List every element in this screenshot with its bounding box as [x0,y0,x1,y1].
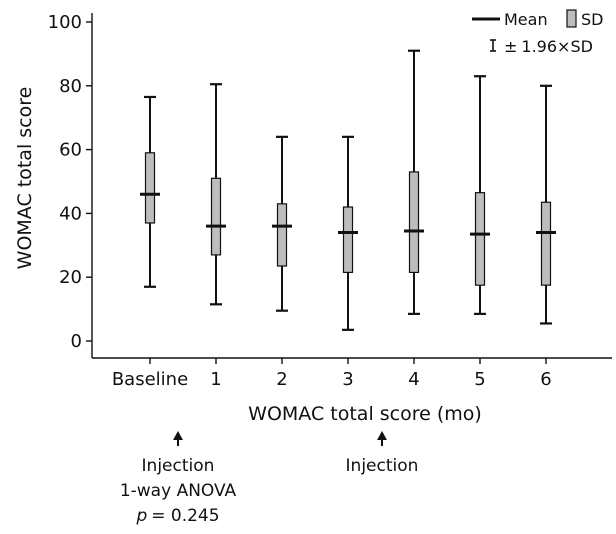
legend-mean-label: Mean [504,10,548,29]
y-axis-title: WOMAC total score [14,87,36,270]
x-tick-label: 5 [474,369,485,390]
injection-annotation: Injection 1-way ANOVA p = 0.245 [120,431,237,526]
x-tick-label: 6 [540,369,551,390]
arrow-head-icon [173,431,183,440]
box-group [470,75,490,315]
legend: Mean SD ±1.96×SD [472,9,603,56]
box-group [140,95,160,288]
axes: 0 20 40 60 80 100 Baseline 1 2 3 4 5 6 [48,12,612,390]
box-group [206,83,226,306]
p-value: = 0.245 [151,506,219,526]
sd-box [474,192,486,286]
legend-ci-prefix: ± [504,37,517,56]
box-group [404,49,424,315]
y-tick-label: 40 [59,203,82,224]
p-symbol: p [135,506,147,526]
legend-ci-times: × [557,37,570,56]
legend-ci-value: 1.96 [521,37,557,56]
annotation-text: Injection [142,456,215,476]
sd-box [144,152,156,224]
annotation-text: Injection [346,456,419,476]
y-tick-label: 100 [48,12,82,33]
annotations: Injection 1-way ANOVA p = 0.245 Injection [120,431,419,526]
box-group [338,135,358,331]
x-tick-label: 1 [210,369,221,390]
legend-ci-label: ±1.96×SD [504,37,593,56]
injection-annotation: Injection [346,431,419,476]
legend-ci-suffix: SD [570,37,592,56]
sd-box [540,201,552,286]
legend-ci-swatch [490,39,496,52]
x-tick-label: Baseline [112,369,188,390]
y-tick-label: 20 [59,267,82,288]
sd-box [276,203,288,267]
sd-box [408,171,420,274]
boxes [140,49,556,331]
box-group [536,84,556,325]
box-group [272,135,292,312]
x-tick-label: 4 [408,369,419,390]
p-value-text: p = 0.245 [135,506,219,526]
sd-box [210,177,222,256]
legend-sd-label: SD [581,10,603,29]
y-tick-label: 60 [59,140,82,161]
sd-box [342,206,354,274]
x-tick-label: 3 [342,369,353,390]
arrow-head-icon [377,431,387,440]
x-tick-label: 2 [276,369,287,390]
annotation-text: 1-way ANOVA [120,481,237,501]
legend-sd-swatch [566,9,577,28]
y-tick-label: 80 [59,76,82,97]
x-axis-title: WOMAC total score (mo) [248,403,482,425]
y-tick-label: 0 [71,331,82,352]
